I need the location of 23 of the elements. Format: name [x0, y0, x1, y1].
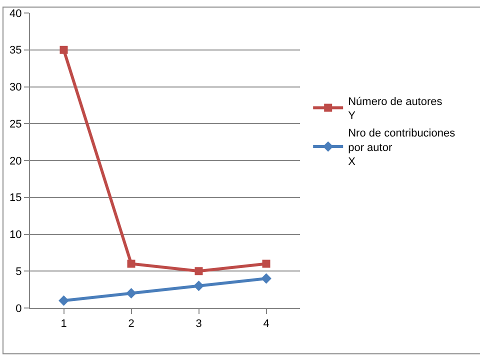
legend-label: Número de autores Y [348, 96, 443, 122]
y-tick-label: 15 [10, 192, 22, 204]
point [126, 288, 136, 298]
y-tick-label: 35 [10, 44, 22, 57]
y-tick-label: 10 [10, 229, 22, 242]
point [58, 295, 69, 306]
point [194, 280, 204, 292]
point [262, 260, 270, 268]
legend-label: Nro de contribuciones por autor X [348, 128, 456, 168]
y-tick-label: 40 [10, 8, 22, 20]
point [60, 46, 68, 54]
point [194, 267, 203, 276]
point [261, 273, 272, 284]
y-tick-label: 5 [16, 266, 22, 278]
y-tick-label: 0 [16, 302, 22, 315]
x-tick-label: 4 [263, 318, 270, 330]
point [127, 260, 136, 268]
y-tick-label: 20 [10, 155, 22, 168]
x-tick-label: 3 [196, 318, 202, 330]
y-tick-label: 25 [10, 118, 22, 130]
y-tick-label: 30 [10, 82, 22, 94]
x-tick-label: 2 [128, 318, 134, 330]
x-tick-label: 1 [60, 318, 67, 330]
